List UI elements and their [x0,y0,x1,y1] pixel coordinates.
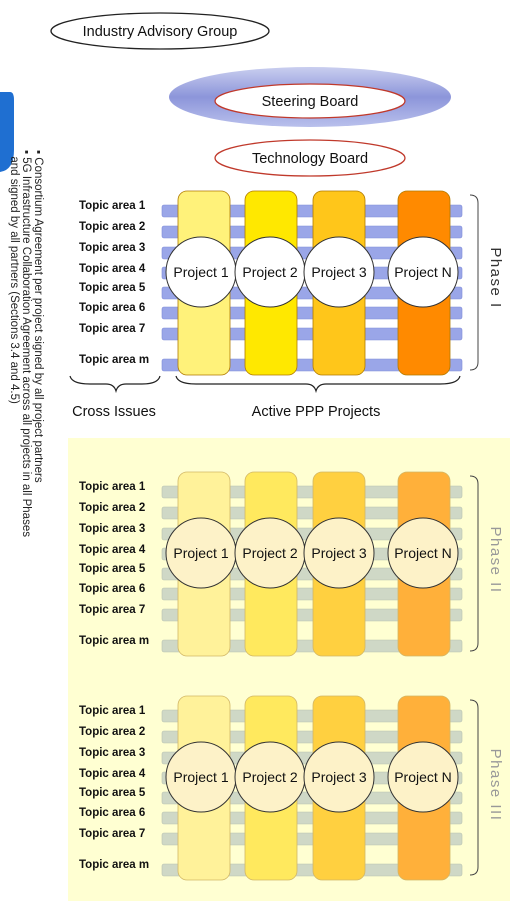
blue-accent-shape [0,92,14,172]
project-circle [387,741,459,813]
project-label: Project 3 [311,545,366,561]
phase-label: Phase II [487,526,504,593]
topic-stripe [161,832,463,846]
industry-advisory-group-label: Industry Advisory Group [83,24,238,40]
topic-stripe [161,225,463,239]
topic-area-label: Topic area 5 [79,787,146,799]
topic-stripe [161,204,463,218]
project-label: Project N [394,545,452,561]
steering-board-label: Steering Board [262,94,359,110]
topic-area-label: Topic area 7 [79,604,145,616]
project-label: Project 2 [242,769,297,785]
topic-area-label: Topic area 4 [79,768,146,780]
project-circle [387,236,459,308]
topic-area-label: Topic area 6 [79,583,145,595]
topic-stripe [161,358,463,372]
topic-stripe [161,811,463,825]
topic-area-label: Topic area 7 [79,323,145,335]
topic-area-label: Topic area 1 [79,200,146,212]
phase-3-block: Topic area 1 Topic area 2 Topic area 3 Topi… [79,695,504,881]
topic-area-label: Topic area 5 [79,563,146,575]
technology-board: Technology Board [214,139,406,177]
project-circle [303,741,375,813]
note-consortium-agreement: ▪ Consortium Agreement per project signe… [32,150,44,483]
topic-stripe [161,709,463,723]
topic-stripe [161,730,463,744]
active-projects-brace [175,375,461,394]
topic-stripe [161,485,463,499]
topic-area-label: Topic area 1 [79,481,146,493]
project-label: Project 3 [311,769,366,785]
topic-area-label: Topic area 2 [79,221,145,233]
topic-stripe [161,327,463,341]
project-label: Project 1 [173,545,228,561]
topic-area-label: Topic area m [79,859,149,871]
topic-area-label: Topic area 3 [79,523,145,535]
project-label: Project 1 [173,769,228,785]
topic-area-label: Topic area 6 [79,302,145,314]
phase-bracket [469,699,479,876]
topic-area-label: Topic area 5 [79,282,146,294]
topic-area-label: Topic area 4 [79,544,146,556]
project-label: Project 2 [242,545,297,561]
topic-stripe [161,639,463,653]
phases-group: Topic area 1 Topic area 2 Topic area 3 Topi… [79,190,504,881]
topic-area-label: Topic area 7 [79,828,145,840]
cross-issues-brace [69,375,161,394]
topic-stripe [161,608,463,622]
note-signed-by-partners: and signed by all partners (Sections 3.4… [8,156,20,404]
project-label: Project 2 [242,264,297,280]
topic-area-label: Topic area 3 [79,747,145,759]
project-circle [303,236,375,308]
topic-area-label: Topic area 3 [79,242,145,254]
topic-stripe [161,587,463,601]
topic-area-label: Topic area m [79,635,149,647]
topic-area-label: Topic area 1 [79,705,146,717]
phase-label: Phase III [487,749,504,822]
topic-area-label: Topic area m [79,354,149,366]
technology-board-label: Technology Board [252,151,368,167]
steering-board: Steering Board [169,67,451,127]
topic-area-label: Topic area 2 [79,726,145,738]
topic-area-label: Topic area 2 [79,502,145,514]
project-label: Project N [394,769,452,785]
topic-area-label: Topic area 4 [79,263,146,275]
phase-2-block: Topic area 1 Topic area 2 Topic area 3 Topi… [79,471,504,657]
phase-bracket [469,194,479,371]
topic-stripe [161,306,463,320]
active-projects-label: Active PPP Projects [252,404,381,420]
project-circle [387,517,459,589]
phase-label: Phase I [487,247,504,308]
phase-1-block: Topic area 1 Topic area 2 Topic area 3 Topi… [79,190,504,376]
project-label: Project N [394,264,452,280]
agreements-note: ▪ Consortium Agreement per project signe… [4,150,44,750]
project-label: Project 3 [311,264,366,280]
topic-stripe [161,506,463,520]
project-label: Project 1 [173,264,228,280]
project-circle [303,517,375,589]
industry-advisory-group: Industry Advisory Group [50,12,270,50]
topic-stripe [161,863,463,877]
topic-area-label: Topic area 6 [79,807,145,819]
cross-issues-label: Cross Issues [72,404,156,420]
phase-bracket [469,475,479,652]
note-collaboration-agreement: ▪ 5G Infrastructure Collaboration Agreem… [20,150,32,537]
